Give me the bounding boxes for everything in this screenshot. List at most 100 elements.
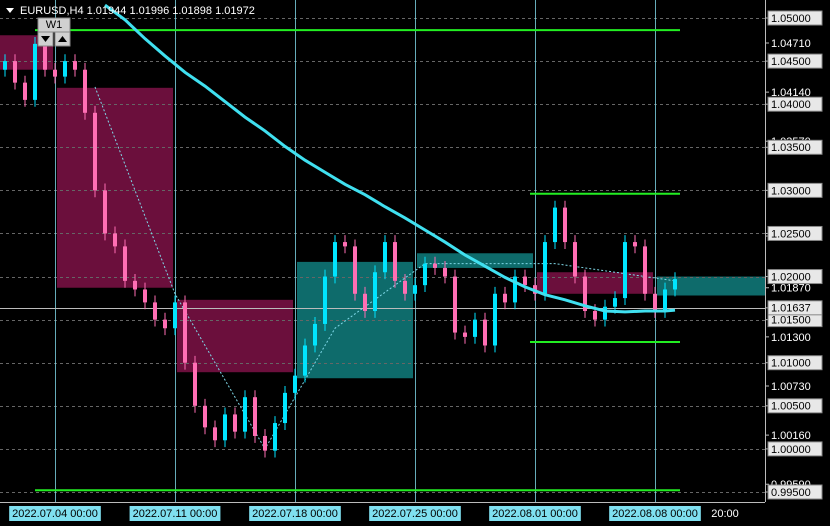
candle-body	[573, 242, 577, 277]
candle-body	[463, 332, 467, 337]
candle-body	[143, 289, 147, 303]
candle-body	[283, 392, 287, 424]
candle-body	[493, 293, 497, 346]
candle-body	[623, 242, 627, 299]
chart-title: EURUSD,H4 1.01944 1.01996 1.01898 1.0197…	[20, 5, 255, 17]
down-arrow	[41, 36, 50, 42]
candle-body	[223, 414, 227, 441]
level-label: 1.04140	[771, 87, 811, 99]
x-tick-label: 2022.07.25 00:00	[372, 508, 458, 520]
y-tick-label: 1.04500	[771, 56, 811, 68]
y-label-box	[767, 96, 823, 112]
candle-body	[233, 414, 237, 432]
candle-body	[33, 43, 37, 100]
candle-body	[43, 43, 47, 70]
candle-body	[443, 267, 447, 277]
candle-body	[363, 293, 367, 312]
candle-body	[173, 302, 177, 329]
candle-body	[513, 276, 517, 303]
x-label-box	[609, 506, 701, 521]
candle-body	[273, 423, 277, 451]
y-tick-label: 1.00500	[771, 401, 811, 413]
x-label-box	[369, 506, 461, 521]
candle-body	[653, 293, 657, 312]
y-label-box	[767, 441, 823, 457]
x-tick-label: 2022.08.01 00:00	[492, 508, 578, 520]
candle-body	[123, 246, 127, 281]
candle-body	[583, 276, 587, 312]
y-tick-label: 1.04000	[771, 99, 811, 111]
y-label-box	[767, 225, 823, 241]
x-tick-label: 2022.07.04 00:00	[12, 508, 98, 520]
zigzag-line	[94, 86, 676, 450]
x-tick-label: 2022.07.11 00:00	[133, 508, 218, 520]
candle-body	[103, 190, 107, 234]
candle-body	[253, 397, 257, 436]
candle-body	[113, 233, 117, 247]
candle-body	[73, 61, 77, 70]
level-label: 1.00730	[771, 381, 811, 393]
y-label-box	[767, 269, 823, 285]
candle-body	[313, 323, 317, 346]
x-label-box	[9, 506, 101, 521]
candle-body	[163, 319, 167, 329]
bid-label: 1.01637	[771, 303, 811, 315]
candle-body	[3, 61, 7, 70]
level-label: 1.01870	[771, 283, 811, 295]
candle-body	[203, 405, 207, 428]
candle-body	[293, 375, 297, 393]
y-label-box	[767, 398, 823, 414]
y-tick-label: 0.99500	[771, 487, 811, 499]
candle-body	[23, 82, 27, 100]
candle-body	[473, 319, 477, 337]
candle-body	[343, 242, 347, 247]
candle-body	[433, 263, 437, 268]
y-tick-label: 1.03000	[771, 185, 811, 197]
y-label-box	[767, 182, 823, 198]
y-tick-label: 1.01000	[771, 358, 811, 370]
candle-body	[93, 112, 97, 191]
weekly-box	[657, 276, 765, 296]
candle-body	[153, 302, 157, 320]
candle-body	[243, 397, 247, 432]
candle-body	[553, 207, 557, 243]
candle-body	[383, 242, 387, 273]
candle-body	[193, 362, 197, 406]
candle-body	[133, 280, 137, 290]
weekly-box	[177, 299, 293, 373]
y-tick-label: 1.00000	[771, 444, 811, 456]
weekly-box	[57, 87, 173, 288]
y-tick-label: 1.05000	[771, 13, 811, 25]
y-label-box	[767, 139, 823, 155]
period-button[interactable]	[37, 17, 71, 33]
candle-body	[543, 242, 547, 294]
candle-body	[393, 242, 397, 281]
y-tick-label: 1.02000	[771, 271, 811, 283]
candle-body	[353, 246, 357, 294]
weekly-box	[537, 272, 653, 294]
period-label: W1	[46, 19, 63, 31]
y-tick-label: 1.01500	[771, 315, 811, 327]
x-label-box	[249, 506, 341, 521]
up-arrow	[58, 36, 67, 42]
candle-body	[403, 280, 407, 294]
candle-body	[183, 302, 187, 363]
candle-body	[13, 61, 17, 83]
candle-body	[423, 263, 427, 286]
menu-arrow[interactable]	[6, 8, 14, 13]
candle-body	[413, 285, 417, 294]
candle-body	[83, 69, 87, 113]
y-tick-label: 1.02500	[771, 228, 811, 240]
y-label-box	[767, 484, 823, 500]
plot-area	[0, 0, 765, 502]
level-label: 1.04710	[771, 38, 811, 50]
level-label: 1.01300	[771, 332, 811, 344]
moving-average	[104, 3, 676, 314]
candle-body	[563, 207, 567, 243]
candle-body	[303, 345, 307, 376]
candle-body	[663, 289, 667, 312]
candle-body	[263, 435, 267, 451]
y-tick-label: 1.03500	[771, 142, 811, 154]
candle-body	[603, 306, 607, 320]
